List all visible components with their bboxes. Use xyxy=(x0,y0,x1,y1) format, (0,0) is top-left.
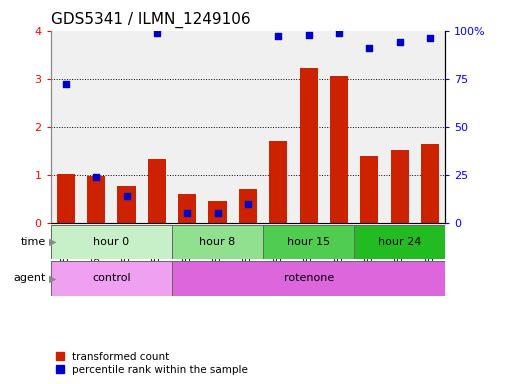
Point xyxy=(122,193,130,199)
Bar xyxy=(172,225,263,259)
Bar xyxy=(360,157,378,223)
Bar xyxy=(238,189,257,223)
Text: time: time xyxy=(20,237,45,247)
Bar xyxy=(57,174,75,223)
Bar xyxy=(147,159,166,223)
Bar xyxy=(178,194,196,223)
Point xyxy=(92,174,100,180)
Bar xyxy=(269,141,287,223)
Text: ▶: ▶ xyxy=(49,273,57,283)
Point xyxy=(395,39,403,45)
Point xyxy=(365,45,373,51)
Bar xyxy=(208,200,226,223)
Point xyxy=(304,31,312,38)
Bar xyxy=(117,186,135,223)
Point xyxy=(243,200,251,207)
Point xyxy=(153,30,161,36)
Point xyxy=(274,33,282,40)
Legend: transformed count, percentile rank within the sample: transformed count, percentile rank withi… xyxy=(56,352,248,375)
Bar xyxy=(263,225,354,259)
Bar xyxy=(420,144,438,223)
Bar xyxy=(50,261,172,296)
Point xyxy=(62,81,70,88)
Point xyxy=(183,210,191,216)
Bar xyxy=(299,68,317,223)
Text: agent: agent xyxy=(13,273,45,283)
Bar xyxy=(354,225,444,259)
Text: GDS5341 / ILMN_1249106: GDS5341 / ILMN_1249106 xyxy=(50,12,250,28)
Bar xyxy=(87,176,105,223)
Point xyxy=(334,30,342,36)
Bar xyxy=(390,150,408,223)
Text: ▶: ▶ xyxy=(49,237,57,247)
Point xyxy=(213,210,221,216)
Bar xyxy=(172,261,444,296)
Text: hour 24: hour 24 xyxy=(377,237,421,247)
Point xyxy=(425,35,433,41)
Text: hour 15: hour 15 xyxy=(286,237,330,247)
Text: hour 0: hour 0 xyxy=(93,237,129,247)
Text: hour 8: hour 8 xyxy=(199,237,235,247)
Text: rotenone: rotenone xyxy=(283,273,333,283)
Text: control: control xyxy=(92,273,130,283)
Bar xyxy=(50,225,172,259)
Bar xyxy=(329,76,347,223)
